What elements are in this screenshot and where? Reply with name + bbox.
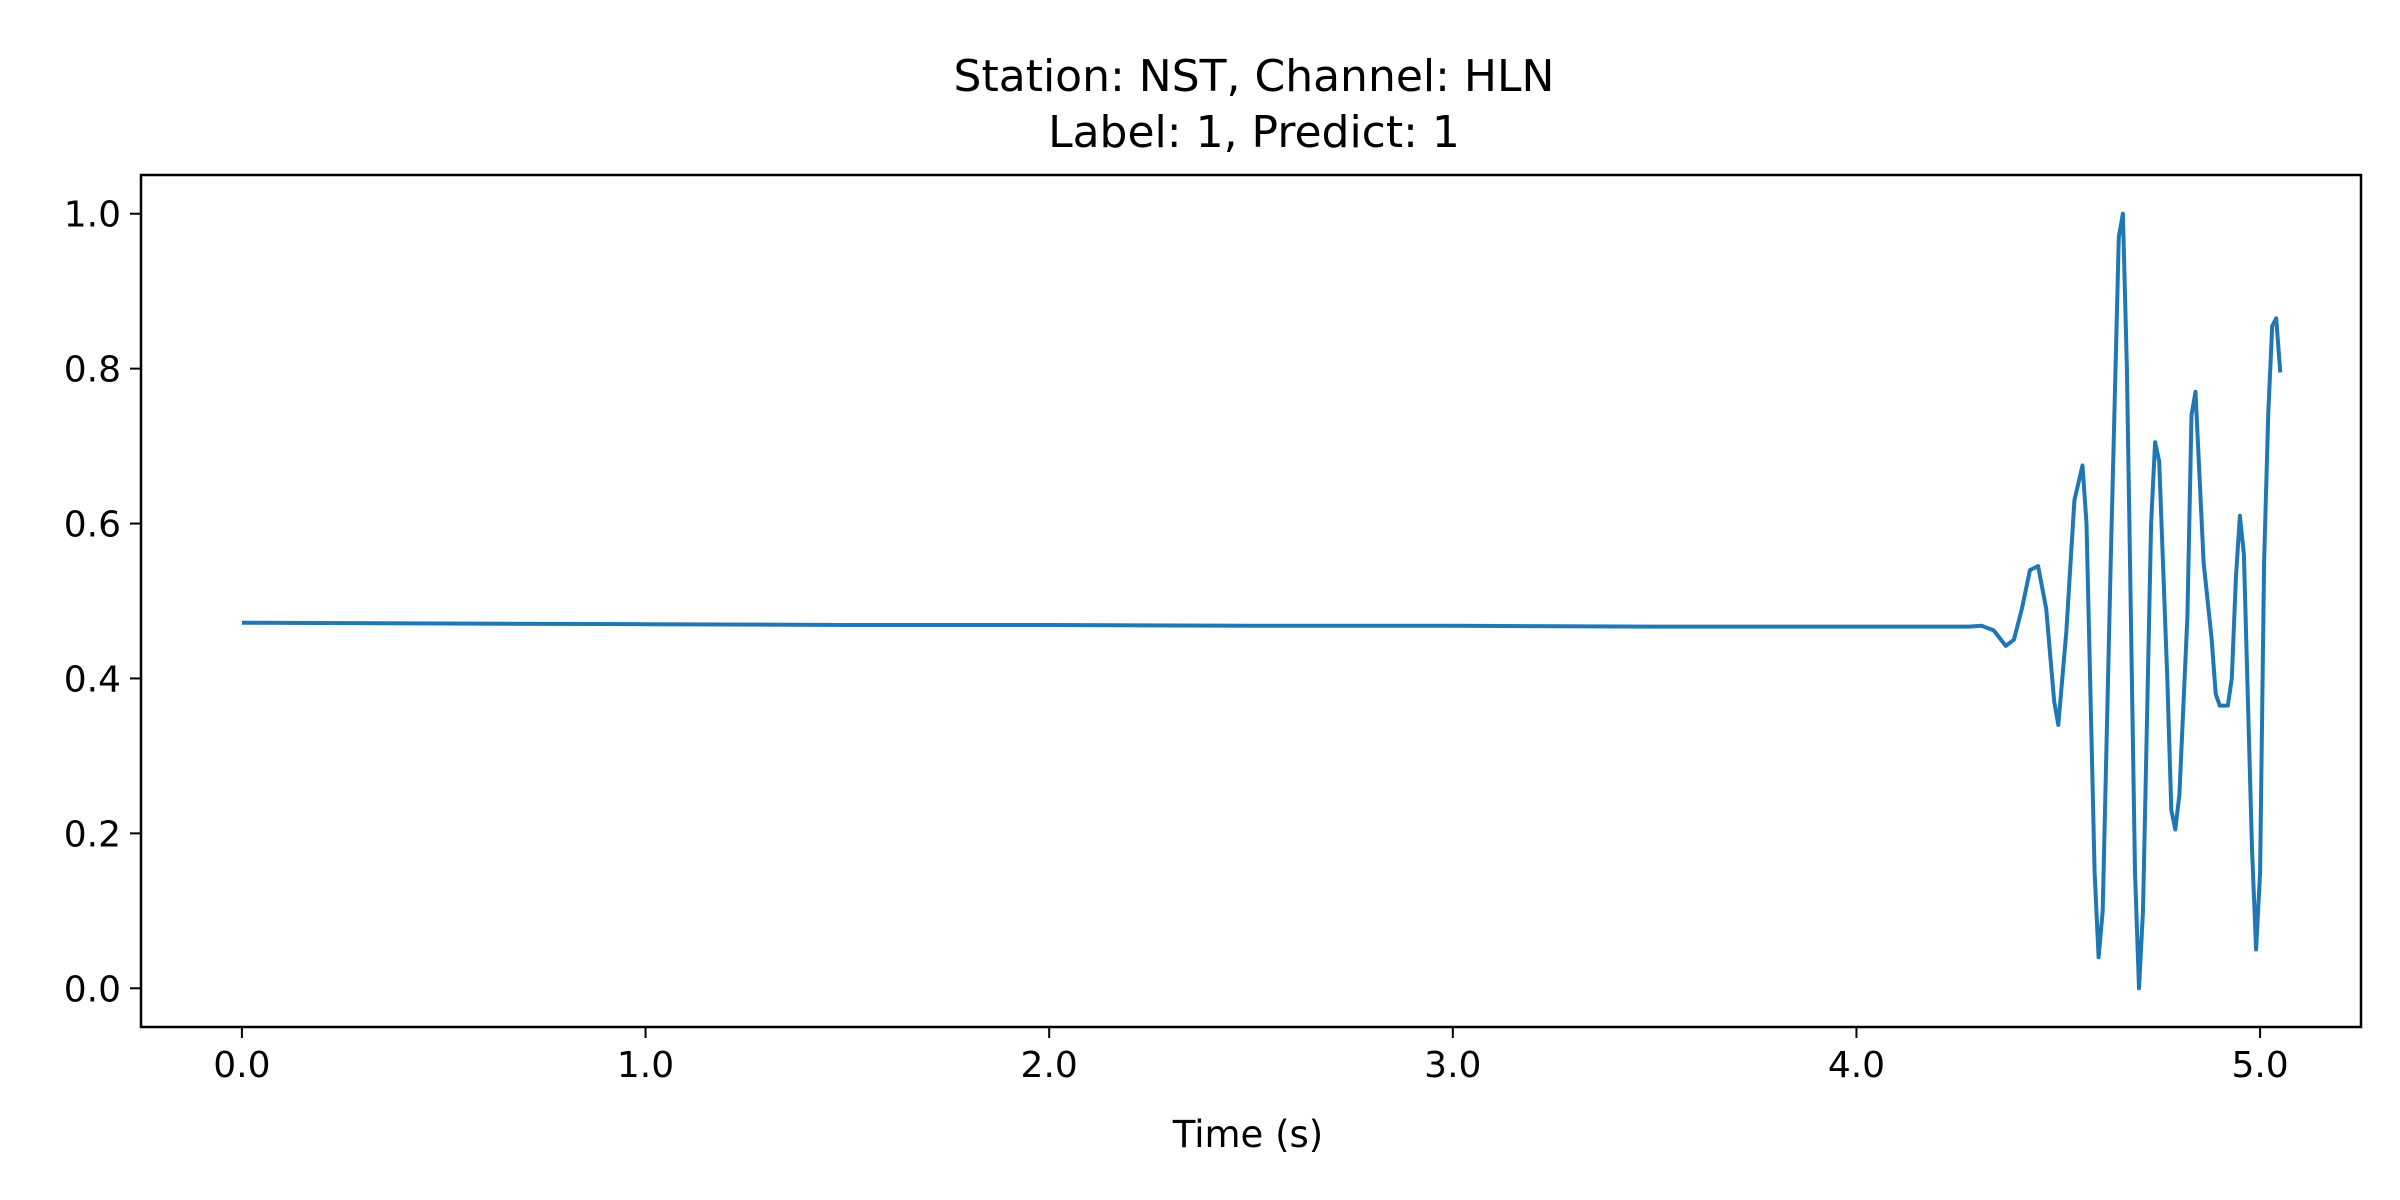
x-tick-label: 2.0	[1021, 1045, 1078, 1086]
chart-title-line-2: Label: 1, Predict: 1	[1048, 107, 1460, 158]
x-tick-label: 5.0	[2231, 1045, 2288, 1086]
axes-frame	[139, 173, 2363, 1029]
y-tick-label: 0.8	[64, 350, 121, 391]
waveform-series-line	[241, 211, 2283, 991]
y-tick-label: 0.4	[64, 659, 121, 700]
x-axis-label: Time (s)	[1172, 1113, 1323, 1156]
x-tick-label: 0.0	[213, 1045, 270, 1086]
chart-title-line-1: Station: NST, Channel: HLN	[954, 51, 1555, 102]
y-axis: 0.0 0.2 0.4 0.6 0.8 1.0	[64, 195, 141, 1010]
y-tick-label: 0.2	[64, 814, 121, 855]
y-tick-label: 0.0	[64, 969, 121, 1010]
x-tick-label: 3.0	[1424, 1045, 1481, 1086]
x-tick-label: 1.0	[617, 1045, 674, 1086]
x-axis: 0.0 1.0 2.0 3.0 4.0 5.0	[213, 1027, 2289, 1086]
plot-area: 0.0 1.0 2.0 3.0 4.0 5.0 0.0 0.2 0.4 0.6 0.8 1.0	[64, 173, 2363, 1086]
x-tick-label: 4.0	[1828, 1045, 1885, 1086]
y-tick-label: 0.6	[64, 505, 121, 546]
y-tick-label: 1.0	[64, 195, 121, 236]
